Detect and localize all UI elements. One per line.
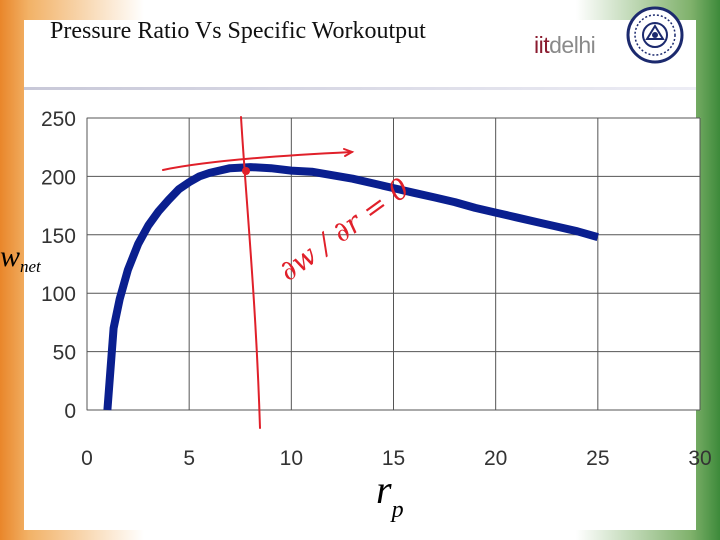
- x-tick-label: 30: [688, 447, 711, 470]
- y-tick-label: 50: [53, 342, 76, 365]
- y-tick-label: 250: [41, 108, 76, 131]
- slide-title: Pressure Ratio Vs Specific Workoutput: [50, 18, 426, 44]
- x-tick-label: 5: [183, 447, 195, 470]
- y-tick-label: 100: [41, 283, 76, 306]
- x-axis-label-main: r: [376, 467, 392, 512]
- logo-text-iit: iit: [534, 32, 550, 58]
- x-axis-label-sub: p: [391, 497, 404, 523]
- y-tick-label: 150: [41, 225, 76, 248]
- iitd-logo: iitdelhi: [534, 32, 596, 59]
- x-axis-label: rp: [376, 466, 404, 524]
- y-axis-label: wnet: [0, 240, 41, 277]
- iitd-seal-icon: [626, 6, 684, 64]
- optimum-point-marker: [242, 167, 250, 175]
- header-divider: [24, 87, 696, 90]
- tangent-stroke: [162, 151, 353, 171]
- tangent-arrowhead: [343, 148, 355, 157]
- x-tick-label: 25: [586, 447, 609, 470]
- y-axis-label-main: w: [0, 240, 21, 273]
- handwritten-annotation: [162, 116, 355, 429]
- gridlines: [86, 117, 701, 411]
- x-tick-labels: 0 5 10 15 20 25 30: [81, 447, 712, 470]
- series-line: [103, 163, 599, 411]
- x-tick-label: 0: [81, 447, 93, 470]
- x-tick-label: 20: [484, 447, 507, 470]
- logo-text-delhi: delhi: [549, 32, 596, 58]
- vertical-stroke: [240, 116, 261, 429]
- y-tick-label: 0: [64, 400, 76, 423]
- x-tick-label: 15: [382, 447, 405, 470]
- x-tick-label: 10: [280, 447, 303, 470]
- y-axis-label-sub: net: [20, 257, 41, 276]
- y-tick-label: 200: [41, 166, 76, 189]
- y-tick-labels: 0 50 100 150 200 250: [41, 108, 76, 423]
